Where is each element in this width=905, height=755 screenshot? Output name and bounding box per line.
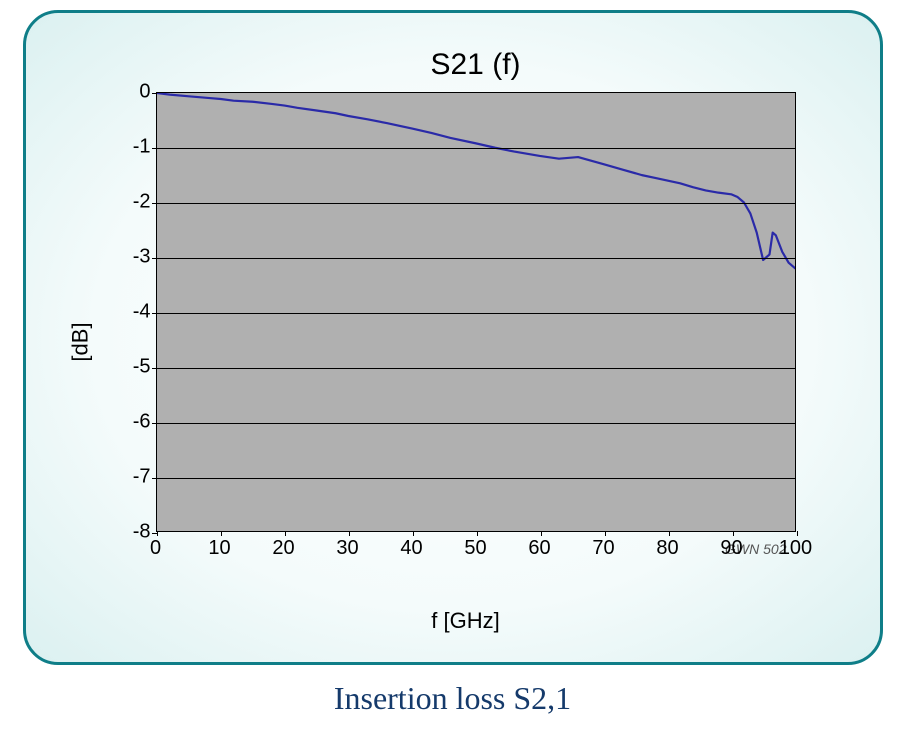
y-tick (152, 258, 157, 259)
y-tick (152, 423, 157, 424)
x-tick (669, 531, 670, 536)
y-tick (152, 148, 157, 149)
data-line (157, 93, 795, 531)
gridline (157, 478, 795, 479)
x-tick (477, 531, 478, 536)
y-axis-label: [dB] (67, 322, 93, 361)
x-tick-label: 100 (779, 537, 812, 560)
plot-outer: [dB] GWN 502 f [GHz] 0-1-2-3-4-5-6-7-801… (96, 92, 836, 592)
y-tick-label: 0 (101, 81, 151, 104)
y-tick (152, 368, 157, 369)
x-tick-label: 70 (592, 537, 614, 560)
x-tick (605, 531, 606, 536)
y-tick-label: -2 (101, 191, 151, 214)
y-tick-label: -7 (101, 466, 151, 489)
x-tick-label: 60 (528, 537, 550, 560)
plot-area: GWN 502 (156, 92, 796, 532)
x-tick (797, 531, 798, 536)
y-tick (152, 93, 157, 94)
gridline (157, 203, 795, 204)
x-tick-label: 30 (336, 537, 358, 560)
x-tick-label: 20 (272, 537, 294, 560)
y-tick-label: -8 (101, 521, 151, 544)
x-tick (733, 531, 734, 536)
x-tick (157, 531, 158, 536)
x-tick-label: 40 (400, 537, 422, 560)
x-tick-label: 10 (208, 537, 230, 560)
y-tick (152, 203, 157, 204)
chart-title: S21 (f) (86, 48, 866, 82)
gridline (157, 148, 795, 149)
y-tick (152, 478, 157, 479)
gridline (157, 423, 795, 424)
gridline (157, 258, 795, 259)
x-tick-label: 80 (656, 537, 678, 560)
x-tick-label: 0 (150, 537, 161, 560)
y-tick-label: -1 (101, 136, 151, 159)
y-tick-label: -5 (101, 356, 151, 379)
x-tick (349, 531, 350, 536)
x-tick (221, 531, 222, 536)
y-tick-label: -6 (101, 411, 151, 434)
x-axis-label: f [GHz] (431, 608, 499, 634)
figure-caption: Insertion loss S2,1 (0, 680, 905, 717)
y-tick (152, 313, 157, 314)
y-tick-label: -4 (101, 301, 151, 324)
x-tick (541, 531, 542, 536)
y-tick-label: -3 (101, 246, 151, 269)
x-tick-label: 90 (720, 537, 742, 560)
gridline (157, 368, 795, 369)
gridline (157, 313, 795, 314)
x-tick-label: 50 (464, 537, 486, 560)
x-tick (413, 531, 414, 536)
chart-wrap: S21 (f) [dB] GWN 502 f [GHz] 0-1-2-3-4-5… (86, 38, 866, 648)
x-tick (285, 531, 286, 536)
chart-panel: S21 (f) [dB] GWN 502 f [GHz] 0 -1 -2 -3 -4 -5… (23, 10, 883, 665)
